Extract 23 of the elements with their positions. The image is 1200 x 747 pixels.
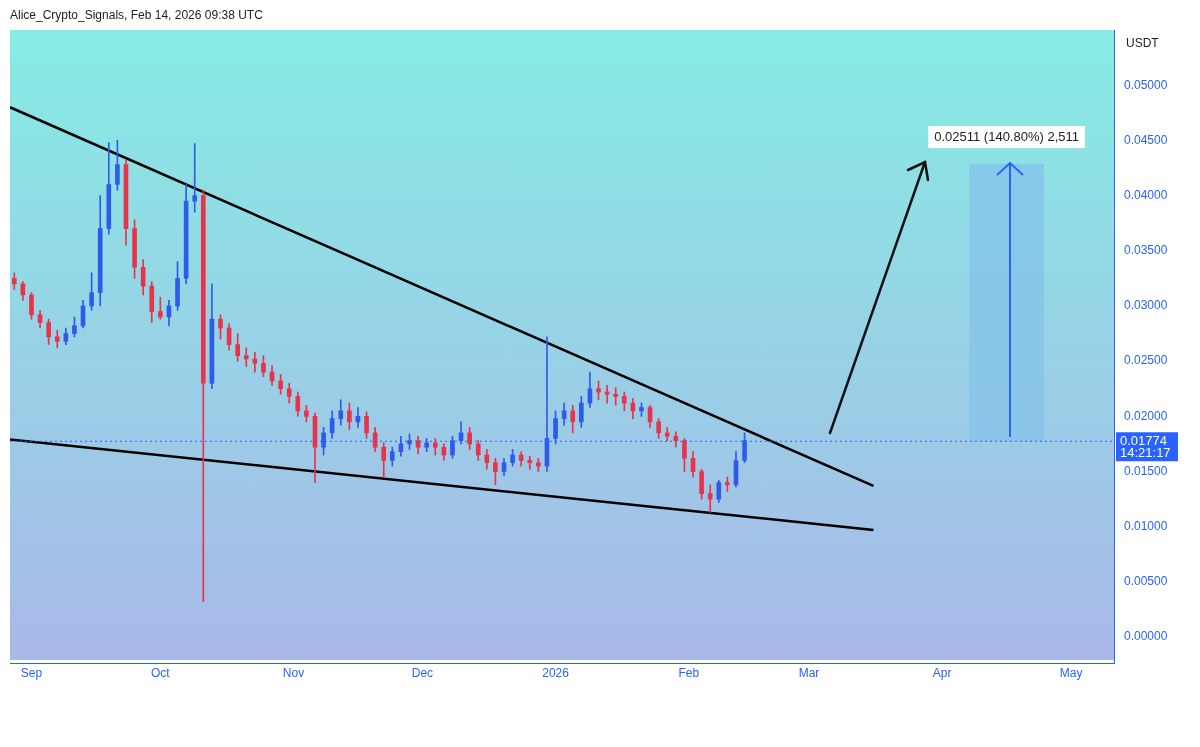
y-tick-label: 0.00500 xyxy=(1124,574,1168,589)
data-label: 0.02511 (140.80%) 2,511 xyxy=(934,128,1080,144)
y-tick-label: 0.01500 xyxy=(1124,463,1168,478)
x-tick-label: Apr xyxy=(932,666,952,681)
text: Alice_Crypto_Signals, Feb 14, 2026 09:38 UTC xyxy=(10,8,264,23)
y-tick-label: 0.00000 xyxy=(1124,629,1168,644)
x-tick-label: 2026 xyxy=(542,666,570,681)
x-tick-label: May xyxy=(1059,666,1083,681)
x-tick-label: Nov xyxy=(282,666,305,681)
x-tick-label: Dec xyxy=(411,666,434,681)
y-tick-label: 0.03000 xyxy=(1124,298,1168,313)
y-axis-title: USDT xyxy=(1126,36,1160,51)
y-tick-label: 0.04500 xyxy=(1124,132,1168,147)
y-tick-label: 0.02500 xyxy=(1124,353,1168,368)
y-tick-label: 0.02000 xyxy=(1124,408,1168,423)
y-tick-label: 0.04000 xyxy=(1124,187,1168,202)
x-tick-label: Mar xyxy=(798,666,820,681)
y-tick-label: 0.05000 xyxy=(1124,77,1168,92)
x-tick-label: Oct xyxy=(151,666,171,681)
x-tick-label: Sep xyxy=(20,666,43,681)
y-tick-label: 0.01000 xyxy=(1124,519,1168,534)
y-tick-label: 0.03500 xyxy=(1124,243,1168,258)
x-tick-label: Feb xyxy=(678,666,700,681)
